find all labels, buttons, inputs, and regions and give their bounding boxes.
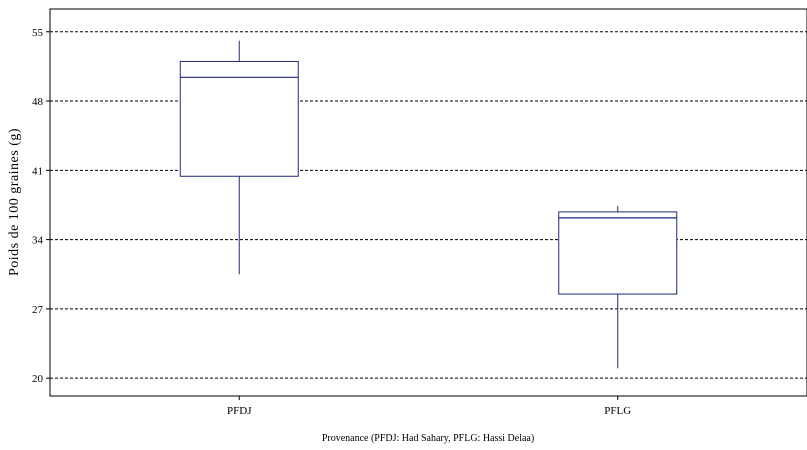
y-ticks: 20 27 34 41 48 55 bbox=[32, 27, 50, 385]
x-ticks: PFDJ PFLG bbox=[227, 396, 631, 417]
y-tick-label: 20 bbox=[32, 373, 44, 385]
grid-layer bbox=[50, 31, 807, 379]
x-axis-title: Provenance (PFDJ: Had Sahary, PFLG: Hass… bbox=[322, 433, 534, 444]
box-PFDJ bbox=[179, 40, 299, 275]
y-tick-label: 27 bbox=[32, 304, 44, 316]
y-tick-label: 41 bbox=[32, 165, 43, 177]
box-body bbox=[558, 211, 678, 295]
plot-frame bbox=[49, 8, 807, 397]
x-tick-label: PFDJ bbox=[227, 405, 252, 417]
x-tick-label: PFLG bbox=[604, 405, 631, 417]
boxes bbox=[179, 40, 678, 369]
y-axis-title: Poids de 100 graines (g) bbox=[7, 128, 22, 276]
box-PFLG bbox=[558, 205, 678, 369]
y-tick-label: 48 bbox=[32, 96, 44, 108]
y-tick-label: 55 bbox=[32, 27, 44, 39]
box-body bbox=[179, 60, 299, 177]
y-tick-label: 34 bbox=[32, 235, 44, 247]
